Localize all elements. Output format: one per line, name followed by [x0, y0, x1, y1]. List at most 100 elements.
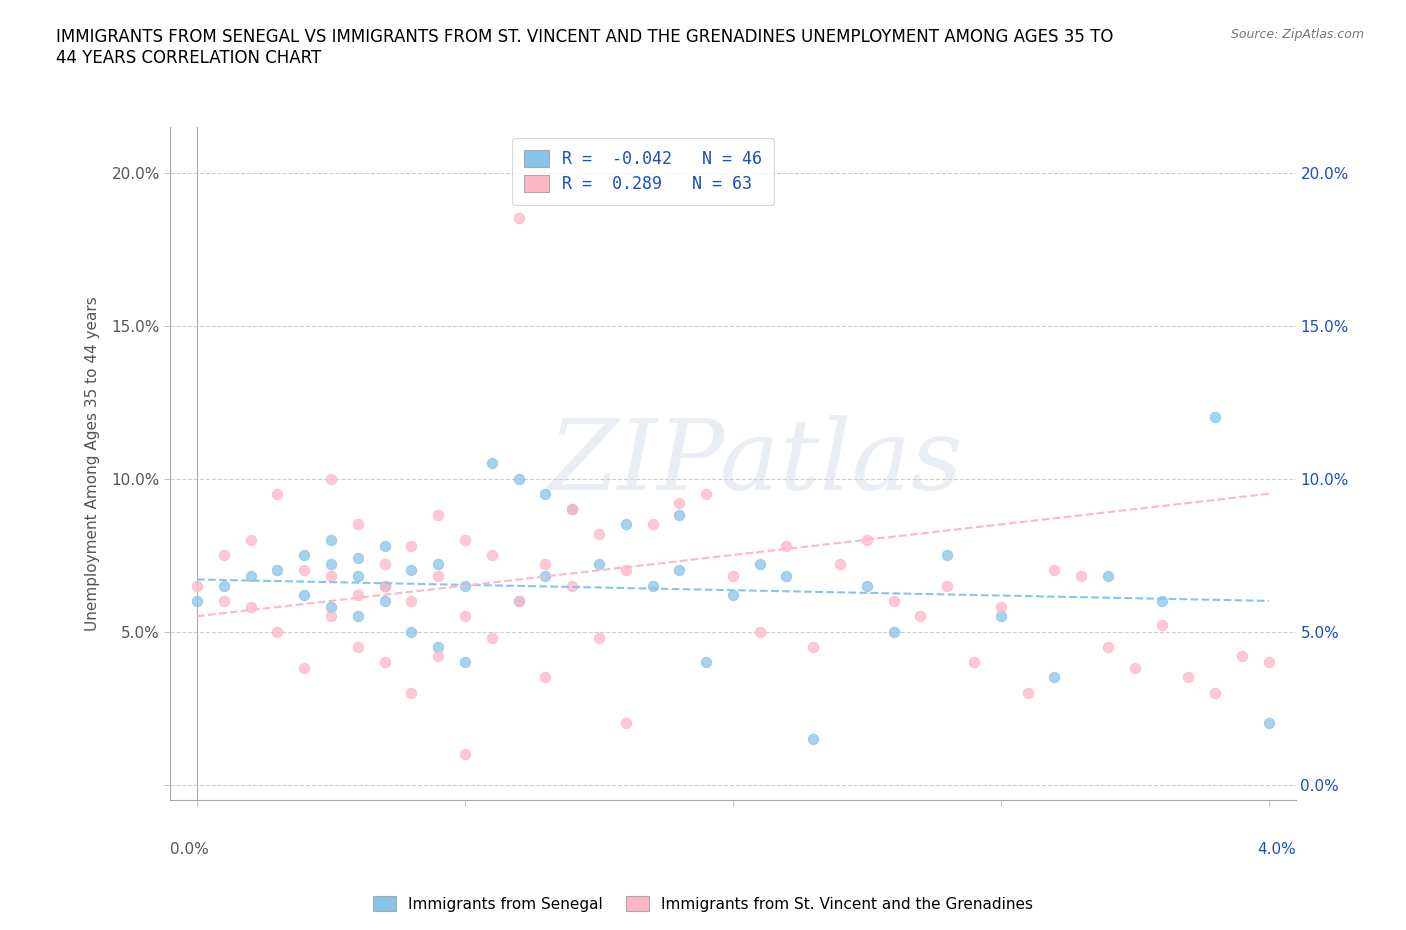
Point	[508, 211, 530, 226]
Point	[1177, 670, 1199, 684]
Point	[427, 639, 450, 654]
Point	[266, 486, 288, 501]
Point	[721, 569, 744, 584]
Point	[561, 578, 583, 593]
Point	[346, 517, 368, 532]
Point	[668, 563, 690, 578]
Point	[266, 563, 288, 578]
Point	[374, 578, 396, 593]
Point	[454, 578, 477, 593]
Point	[1043, 563, 1066, 578]
Point	[936, 548, 959, 563]
Point	[319, 609, 342, 624]
Point	[292, 661, 315, 676]
Point	[1257, 655, 1279, 670]
Point	[534, 486, 557, 501]
Text: Source: ZipAtlas.com: Source: ZipAtlas.com	[1230, 28, 1364, 41]
Point	[401, 538, 423, 553]
Point	[1017, 685, 1039, 700]
Point	[292, 548, 315, 563]
Point	[374, 557, 396, 572]
Point	[534, 569, 557, 584]
Point	[1097, 569, 1119, 584]
Point	[963, 655, 986, 670]
Point	[374, 578, 396, 593]
Point	[292, 563, 315, 578]
Point	[481, 631, 503, 645]
Point	[508, 472, 530, 486]
Point	[481, 548, 503, 563]
Point	[936, 578, 959, 593]
Point	[883, 593, 905, 608]
Point	[454, 655, 477, 670]
Point	[401, 593, 423, 608]
Point	[561, 501, 583, 516]
Point	[346, 569, 368, 584]
Point	[374, 538, 396, 553]
Point	[910, 609, 932, 624]
Point	[346, 609, 368, 624]
Point	[1230, 648, 1253, 663]
Text: IMMIGRANTS FROM SENEGAL VS IMMIGRANTS FROM ST. VINCENT AND THE GRENADINES UNEMPL: IMMIGRANTS FROM SENEGAL VS IMMIGRANTS FR…	[56, 28, 1114, 67]
Point	[614, 563, 637, 578]
Point	[1150, 593, 1173, 608]
Point	[1070, 569, 1092, 584]
Point	[990, 609, 1012, 624]
Point	[614, 517, 637, 532]
Point	[828, 557, 851, 572]
Point	[427, 648, 450, 663]
Point	[1043, 670, 1066, 684]
Point	[534, 557, 557, 572]
Point	[346, 588, 368, 603]
Point	[346, 639, 368, 654]
Point	[695, 486, 717, 501]
Point	[721, 588, 744, 603]
Text: ZIPatlas: ZIPatlas	[548, 416, 963, 511]
Point	[561, 501, 583, 516]
Point	[748, 624, 770, 639]
Point	[481, 456, 503, 471]
Point	[668, 508, 690, 523]
Point	[1150, 618, 1173, 632]
Point	[1204, 685, 1226, 700]
Point	[454, 609, 477, 624]
Point	[534, 670, 557, 684]
Point	[374, 655, 396, 670]
Point	[454, 532, 477, 547]
Point	[319, 472, 342, 486]
Point	[427, 508, 450, 523]
Point	[1123, 661, 1146, 676]
Point	[186, 578, 208, 593]
Point	[883, 624, 905, 639]
Text: 4.0%: 4.0%	[1257, 842, 1295, 857]
Point	[186, 593, 208, 608]
Point	[614, 716, 637, 731]
Point	[801, 639, 824, 654]
Legend: Immigrants from Senegal, Immigrants from St. Vincent and the Grenadines: Immigrants from Senegal, Immigrants from…	[367, 889, 1039, 918]
Point	[588, 557, 610, 572]
Point	[212, 548, 235, 563]
Point	[427, 569, 450, 584]
Point	[427, 557, 450, 572]
Point	[1204, 410, 1226, 425]
Point	[401, 624, 423, 639]
Point	[588, 526, 610, 541]
Point	[668, 496, 690, 511]
Point	[856, 532, 879, 547]
Point	[801, 731, 824, 746]
Point	[775, 569, 797, 584]
Point	[401, 685, 423, 700]
Point	[401, 563, 423, 578]
Point	[695, 655, 717, 670]
Point	[212, 578, 235, 593]
Point	[641, 578, 664, 593]
Point	[775, 538, 797, 553]
Point	[239, 532, 262, 547]
Point	[1257, 716, 1279, 731]
Point	[292, 588, 315, 603]
Point	[319, 600, 342, 615]
Point	[508, 593, 530, 608]
Point	[454, 747, 477, 762]
Point	[641, 517, 664, 532]
Legend: R =  -0.042   N = 46, R =  0.289   N = 63: R = -0.042 N = 46, R = 0.289 N = 63	[512, 139, 773, 205]
